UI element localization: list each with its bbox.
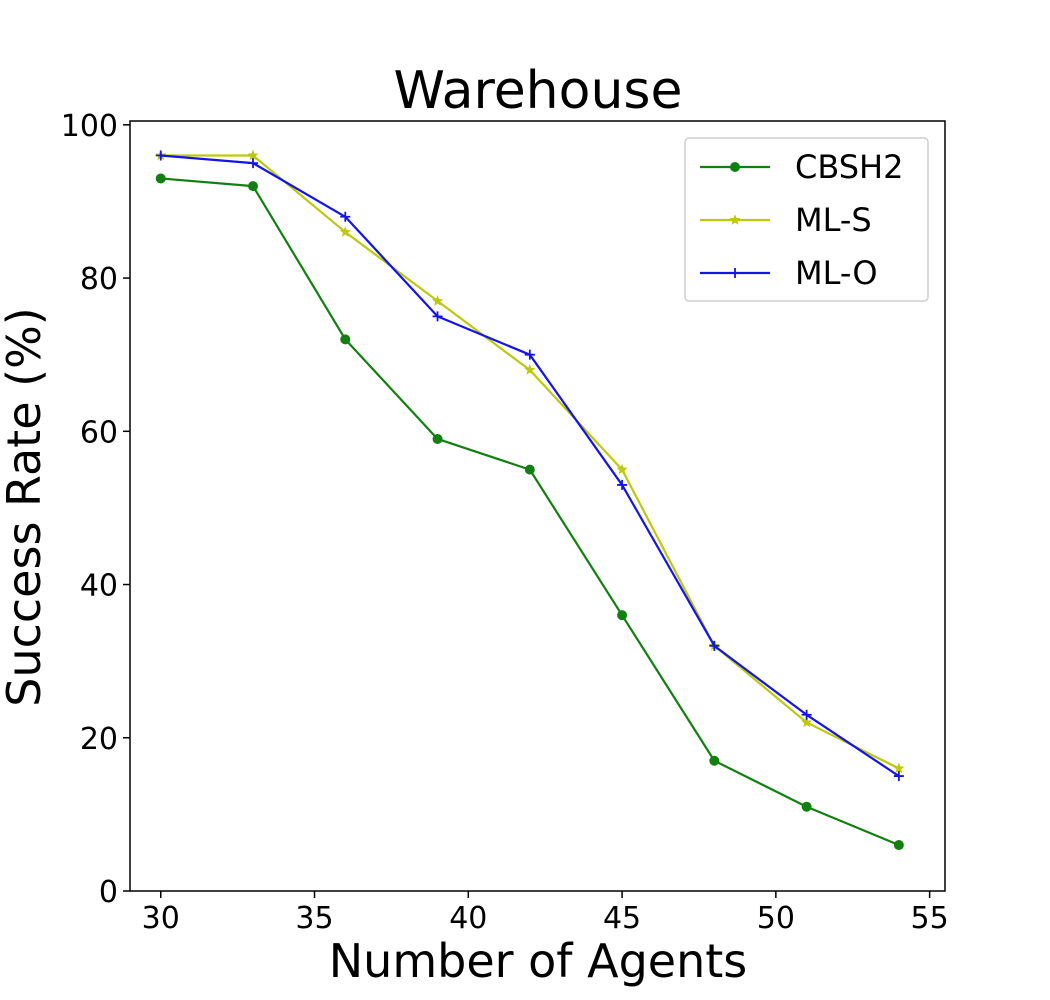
y-axis-title: Success Rate (%) [0,307,51,707]
data-point-cbsh2 [432,433,443,444]
y-tick-label: 80 [80,262,118,297]
y-tick-label: 100 [61,109,118,144]
data-point-ml-s [247,149,259,161]
legend-swatch-marker [730,268,740,278]
data-point-ml-o [524,349,535,360]
legend-frame [684,137,929,302]
y-tick-label: 0 [99,875,118,910]
data-point-ml-s [524,364,536,375]
legend-label: CBSH2 [795,148,903,186]
x-tick-label: 30 [142,901,180,936]
series-cbsh2 [155,173,904,851]
data-point-ml-o [432,311,443,322]
y-tick-label: 60 [80,415,118,450]
data-point-ml-s [432,295,444,306]
series-ml-o [155,150,904,782]
chart-title: Warehouse [394,61,683,121]
legend: CBSH2 ML-S ML-O [684,137,929,302]
data-point-ml-s [801,716,813,728]
plot-frame [129,120,946,892]
x-tick-label: 50 [757,901,795,936]
x-axis: 30 35 40 45 50 55 [142,891,949,936]
y-tick-label: 20 [80,722,118,757]
data-point-ml-s [616,463,628,475]
data-point-cbsh2 [155,173,166,184]
legend-swatch-marker [729,214,741,225]
x-tick-label: 45 [603,901,641,936]
data-point-ml-o [340,211,351,222]
data-point-cbsh2 [893,840,904,851]
plot-area [129,120,946,892]
y-axis: 0 20 40 60 80 100 [61,109,130,910]
x-tick-label: 35 [295,901,333,936]
data-point-ml-s [339,226,351,237]
data-point-ml-o [893,771,904,782]
data-point-cbsh2 [248,181,259,192]
series-layer [155,149,905,851]
data-point-ml-o [801,709,812,720]
legend-label: ML-S [795,201,872,239]
x-tick-label: 55 [911,901,949,936]
data-point-ml-o [617,479,628,490]
data-point-cbsh2 [617,610,628,621]
data-point-cbsh2 [340,334,351,345]
x-axis-title: Number of Agents [329,934,748,988]
data-point-ml-o [248,158,259,169]
legend-item-ml-s: ML-S [700,201,872,239]
x-tick-label: 40 [449,901,487,936]
data-point-ml-o [155,150,166,161]
data-point-cbsh2 [524,464,535,475]
data-point-ml-o [709,640,720,651]
data-point-ml-s [893,762,905,774]
y-tick-label: 40 [80,569,118,604]
legend-item-ml-o: ML-O [700,254,878,292]
data-point-cbsh2 [709,755,720,766]
legend-swatch-marker [730,162,740,172]
legend-item-cbsh2: CBSH2 [700,148,903,186]
legend-label: ML-O [795,254,878,292]
data-point-cbsh2 [801,801,812,812]
